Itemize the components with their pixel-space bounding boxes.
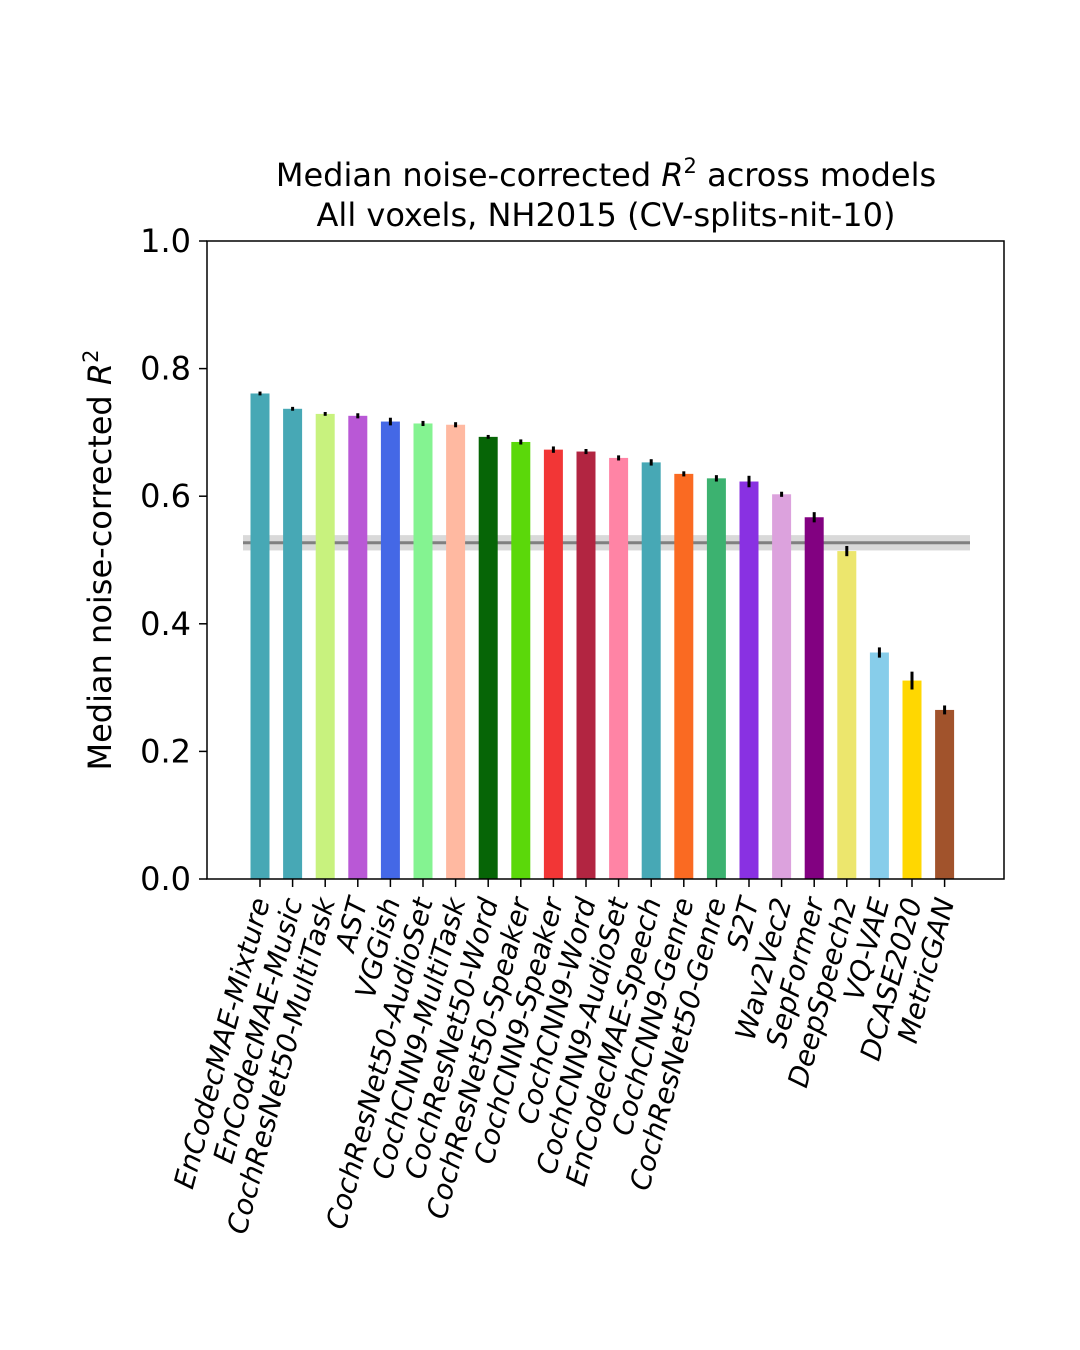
- bar: [772, 494, 792, 879]
- bar: [543, 449, 563, 879]
- chart-title-variable: R: [661, 156, 683, 194]
- bar: [837, 551, 857, 879]
- y-tick-label: 0.4: [140, 605, 191, 643]
- bar: [706, 478, 726, 879]
- chart-title-suffix: across models: [697, 156, 936, 194]
- chart-title-line-1: Median noise-corrected R2 across models: [276, 154, 936, 194]
- bar: [380, 421, 400, 879]
- bar: [804, 517, 824, 879]
- bar: [283, 408, 303, 879]
- chart-title-prefix: Median noise-corrected: [276, 156, 661, 194]
- bar: [478, 436, 498, 879]
- bar: [609, 457, 629, 879]
- chart-title-superscript: 2: [684, 154, 697, 178]
- y-axis-label-superscript: 2: [79, 349, 103, 362]
- y-axis-label-variable: R: [81, 363, 119, 385]
- bar: [315, 413, 335, 879]
- bar: [674, 473, 694, 879]
- y-axis-label: Median noise-corrected R2: [79, 349, 119, 770]
- y-tick-label: 1.0: [140, 222, 191, 260]
- bars-group: [250, 391, 955, 879]
- y-axis-label-prefix: Median noise-corrected: [81, 385, 119, 770]
- bar: [576, 451, 596, 879]
- bar: [902, 680, 922, 879]
- bar: [641, 462, 661, 879]
- bar: [250, 393, 270, 879]
- bar: [446, 424, 466, 879]
- bar: [869, 652, 889, 879]
- y-tick-label: 0.0: [140, 860, 191, 898]
- bar: [739, 481, 759, 879]
- y-tick-label: 0.8: [140, 350, 191, 388]
- chart-title-line-2: All voxels, NH2015 (CV-splits-nit-10): [317, 196, 896, 234]
- bar: [348, 415, 368, 879]
- bar: [413, 423, 433, 879]
- bar: [511, 441, 531, 879]
- y-tick-label: 0.6: [140, 477, 191, 515]
- bar: [935, 709, 955, 879]
- y-tick-label: 0.2: [140, 732, 191, 770]
- plot-frame: [206, 240, 1005, 880]
